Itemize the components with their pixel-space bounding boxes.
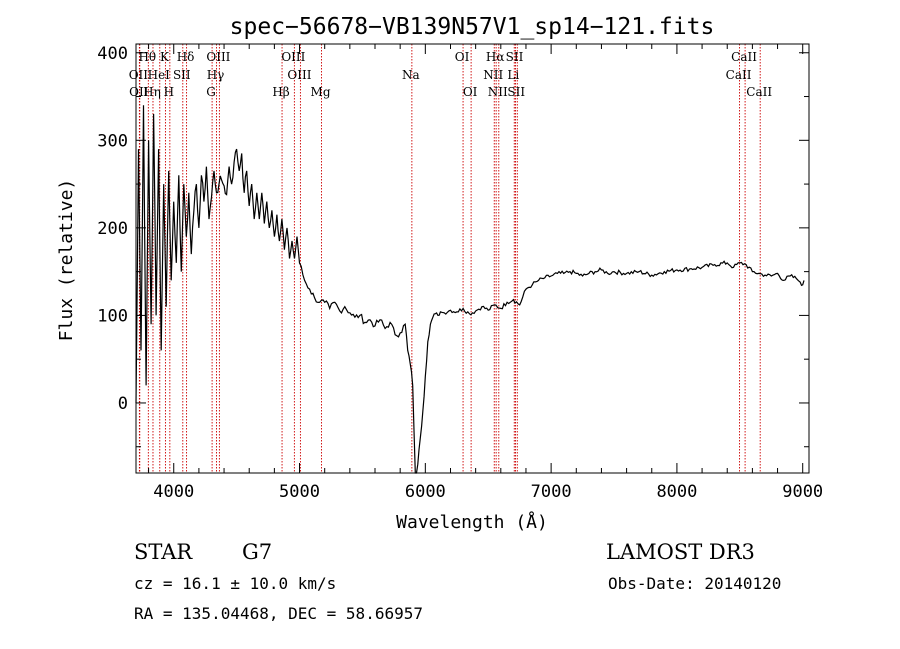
survey-label: LAMOST DR3	[606, 540, 755, 564]
x-tick-label: 6000	[405, 482, 446, 502]
spectral-line-label: NII	[488, 85, 508, 99]
y-tick-label: 300	[97, 131, 128, 151]
spectral-line-label: CaII	[746, 85, 772, 99]
object-class: STAR	[134, 540, 193, 564]
spectral-line-label: OIII	[281, 50, 305, 64]
observation-date: Obs-Date: 20140120	[608, 574, 781, 593]
x-axis-ticks: 4000 5000 6000 7000 8000 9000	[148, 44, 823, 502]
spectral-line-label: SII	[173, 68, 191, 82]
spectral-line-label: G	[206, 85, 216, 99]
spectral-line-label: Hδ	[177, 50, 195, 64]
spectral-line-label: Mg	[311, 85, 331, 99]
spectrum-series	[135, 105, 805, 474]
coordinates: RA = 135.04468, DEC = 58.66957	[134, 604, 423, 623]
spectral-line-label: OI	[463, 85, 478, 99]
spectral-line-label: HeI	[148, 68, 171, 82]
spectral-line-label: Na	[402, 68, 420, 82]
spectral-line-label: Hη	[143, 85, 161, 99]
spectral-line-label: OIII	[287, 68, 311, 82]
x-tick-label: 5000	[279, 482, 320, 502]
spectral-line-label: OII	[129, 85, 149, 99]
x-tick-label: 8000	[656, 482, 697, 502]
spectral-line-label: H	[164, 85, 174, 99]
y-axis-label: Flux (relative)	[56, 179, 77, 342]
spectral-line-label: Li	[507, 68, 519, 82]
y-tick-label: 100	[97, 306, 128, 326]
x-tick-label: 4000	[153, 482, 194, 502]
spectral-line-label: Hα	[486, 50, 505, 64]
spectral-line-label: Hθ	[138, 50, 156, 64]
spectral-line-markers	[138, 44, 761, 473]
y-tick-label: 200	[97, 219, 128, 239]
object-subclass: G7	[242, 540, 272, 564]
spectral-line-label: K	[160, 50, 170, 64]
spectral-line-label: SII	[507, 85, 525, 99]
plot-frame	[135, 43, 810, 474]
spectral-line-label: Hβ	[272, 85, 289, 99]
redshift-velocity: cz = 16.1 ± 10.0 km/s	[134, 574, 336, 593]
x-axis-label: Wavelength (Å)	[396, 511, 548, 533]
y-tick-label: 400	[97, 44, 128, 64]
spectral-line-label: OIII	[206, 50, 230, 64]
spectral-line-label: SII	[506, 50, 524, 64]
chart-title: spec−56678−VB139N57V1_sp14−121.fits	[230, 14, 715, 40]
spectral-line-label: OII	[129, 68, 149, 82]
spectral-line-label: NII	[483, 68, 503, 82]
spectral-line-label: Hγ	[207, 68, 225, 82]
spectral-line-label: CaII	[726, 68, 752, 82]
spectral-line-label: CaII	[731, 50, 757, 64]
x-tick-label: 7000	[531, 482, 572, 502]
y-axis-ticks: 0 100 200 300 400	[97, 44, 809, 448]
y-tick-label: 0	[118, 394, 128, 414]
x-tick-label: 9000	[782, 482, 823, 502]
spectral-line-label: OI	[455, 50, 470, 64]
